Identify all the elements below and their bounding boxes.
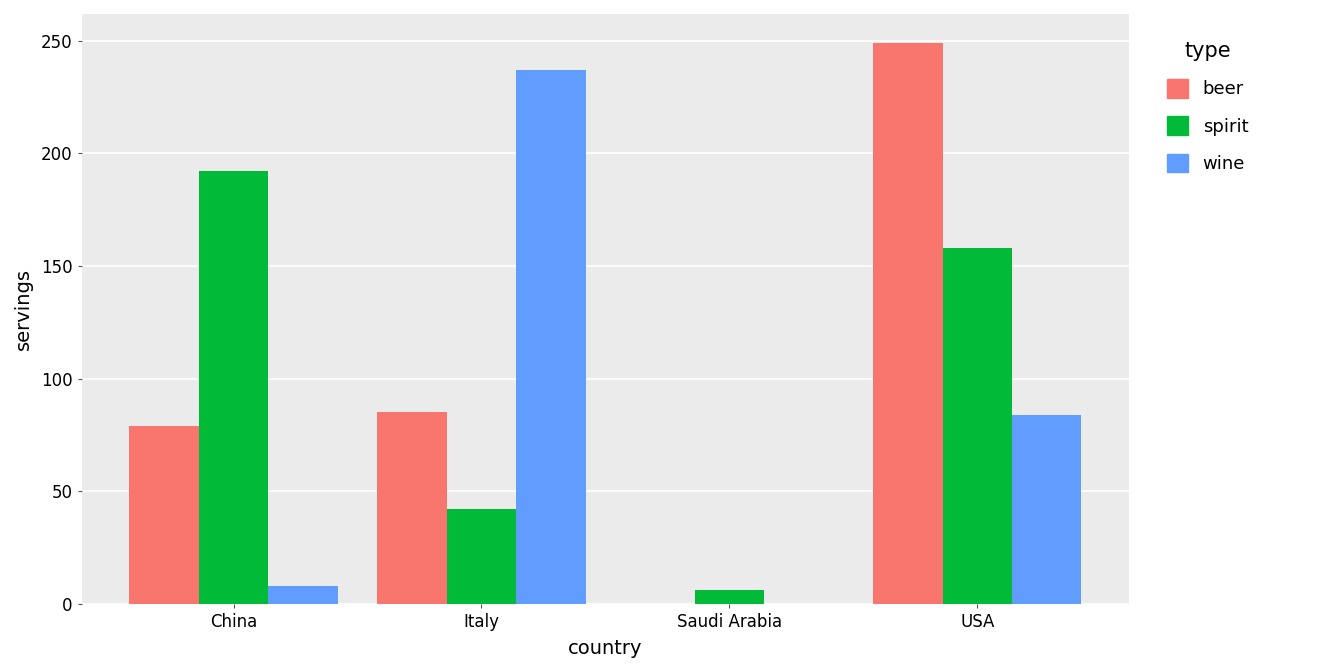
Bar bbox=[942, 248, 1012, 603]
Bar bbox=[269, 586, 337, 603]
Bar bbox=[129, 426, 199, 603]
Bar bbox=[695, 590, 765, 603]
Bar bbox=[378, 413, 446, 603]
Legend: beer, spirit, wine: beer, spirit, wine bbox=[1149, 23, 1266, 192]
X-axis label: country: country bbox=[569, 639, 642, 658]
Bar bbox=[1012, 415, 1082, 603]
Bar bbox=[199, 171, 269, 603]
Y-axis label: servings: servings bbox=[13, 268, 32, 350]
Bar bbox=[516, 70, 586, 603]
Bar bbox=[446, 509, 516, 603]
Bar bbox=[874, 43, 942, 603]
